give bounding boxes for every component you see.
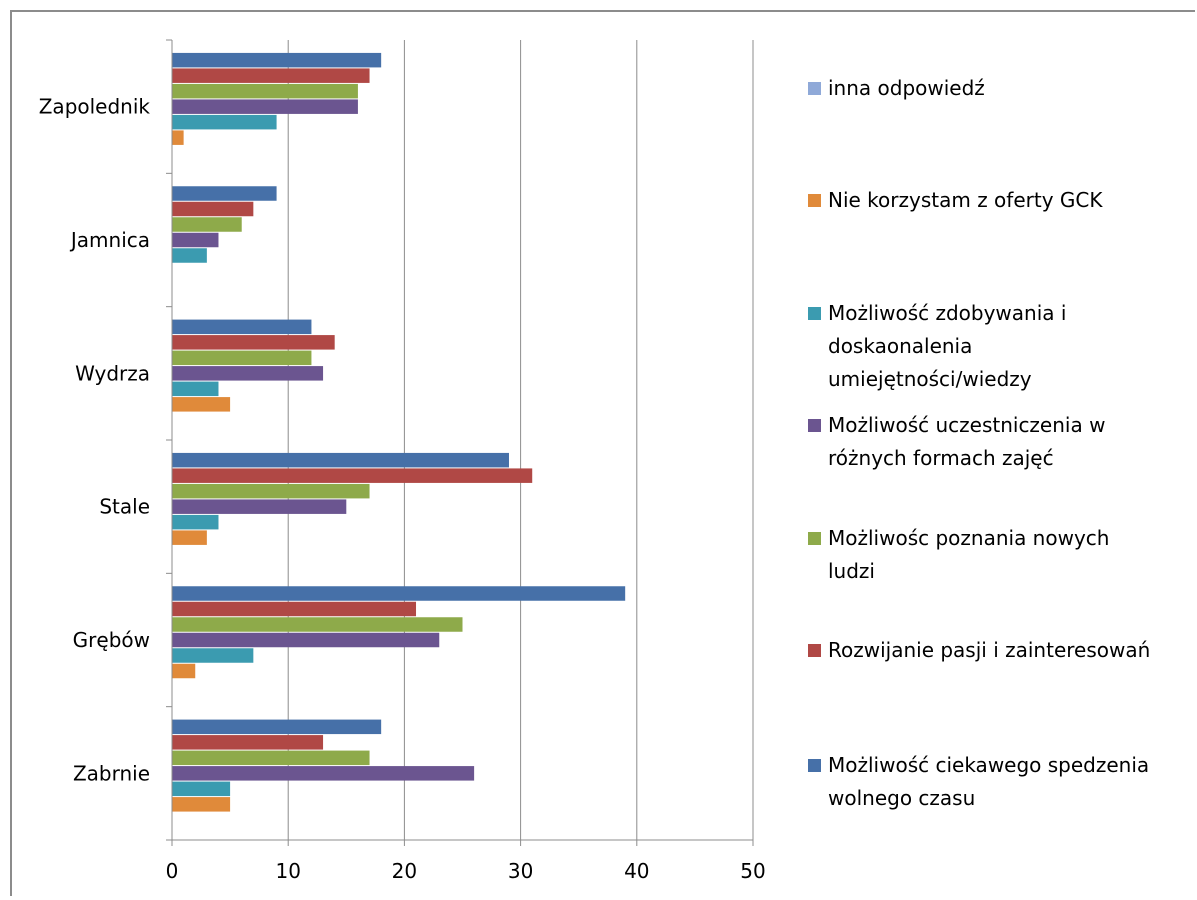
bar-2-6 [172,319,312,335]
bar-4-5 [172,601,417,617]
legend-label: inna odpowiedź [828,76,985,100]
legend-swatch [808,644,821,657]
bar-4-4 [172,617,463,632]
bar-5-4 [172,750,370,766]
bar-2-2 [172,381,219,397]
legend-label: Nie korzystam z oferty GCK [828,188,1103,212]
axis-labels: 0 10 20 30 40 50 Zapolednik Jamnica Wydrza Stale G… [39,95,766,883]
category-label: Stale [99,495,150,519]
bar-5-2 [172,781,231,797]
legend: inna odpowiedź Nie korzystam z oferty GCK… [808,76,1150,810]
legend-swatch [808,307,821,320]
axes [166,39,754,846]
bar-4-2 [172,648,254,663]
chart-frame [10,10,1195,896]
bar-5-1 [172,797,231,812]
bar-5-6 [172,719,382,735]
category-label: Grębów [73,628,150,652]
legend-label: Możliwość ciekawego spedzenia [828,753,1149,777]
bar-0-3 [172,99,358,114]
legend-swatch [808,194,821,207]
legend-label: Możliwośc poznania nowych [828,526,1109,550]
x-tick-label: 40 [624,859,649,883]
bar-5-5 [172,735,324,750]
bar-3-1 [172,530,207,545]
bar-2-5 [172,335,335,350]
x-tick-label: 0 [166,859,179,883]
bar-5-3 [172,766,475,781]
bar-4-3 [172,632,440,648]
gridlines [287,40,754,840]
bar-1-6 [172,186,277,201]
legend-swatch [808,419,821,432]
bar-4-6 [172,586,626,601]
legend-swatch [808,759,821,772]
bar-3-5 [172,468,533,483]
bar-1-4 [172,217,242,232]
x-tick-label: 10 [275,859,300,883]
x-tick-label: 20 [392,859,417,883]
legend-label: Możliwość uczestniczenia w [828,413,1105,437]
bar-4-1 [172,663,196,679]
x-tick-label: 30 [508,859,533,883]
bar-2-3 [172,366,324,381]
legend-label: Możliwość zdobywania i [828,301,1066,325]
bar-3-3 [172,499,347,514]
bars [172,52,626,812]
bar-3-2 [172,514,219,530]
bar-2-1 [172,397,231,412]
x-tick-label: 50 [740,859,765,883]
bar-0-4 [172,83,358,99]
bar-1-3 [172,232,219,248]
category-label: Jamnica [69,228,150,252]
category-label: Zapolednik [39,95,151,119]
bar-0-6 [172,52,382,68]
legend-label: różnych formach zajęć [828,446,1054,470]
bar-0-1 [172,130,184,145]
category-label: Wydrza [75,361,150,385]
legend-label: umiejętności/wiedzy [828,367,1032,391]
legend-label: ludzi [828,559,875,583]
legend-label: doskaonalenia [828,334,972,358]
bar-1-5 [172,201,254,217]
bar-0-2 [172,114,277,130]
bar-3-6 [172,452,509,468]
legend-label: Rozwijanie pasji i zainteresowań [828,638,1150,662]
legend-swatch [808,532,821,545]
category-label: Zabrnie [73,761,150,785]
bar-2-4 [172,350,312,366]
legend-label: wolnego czasu [828,786,975,810]
bar-3-4 [172,483,370,499]
legend-swatch [808,82,821,95]
bar-0-5 [172,68,370,83]
bar-1-2 [172,248,207,263]
